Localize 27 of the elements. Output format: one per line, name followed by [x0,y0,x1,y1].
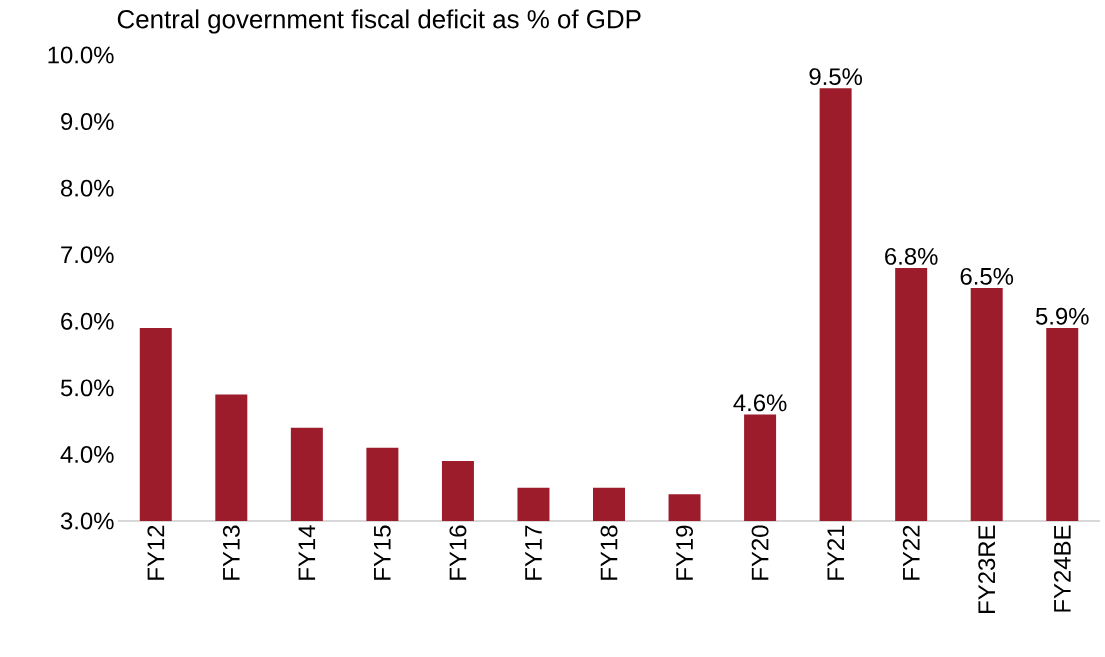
data-label: 9.5% [809,68,863,86]
x-tick-label: FY14 [298,525,316,580]
x-tick-label: FY17 [525,525,542,580]
y-tick-label: 5.0% [60,379,114,397]
x-tick-label: FY24BE [1053,525,1071,612]
x-tick-label: FY13 [222,525,240,580]
x-tick-label: FY18 [600,525,618,580]
x-tick-label: FY20 [751,525,769,580]
x-tick-label: FY12 [147,525,165,580]
y-tick-label: 4.0% [60,445,114,463]
y-tick-label: 3.0% [60,512,114,530]
data-label: 6.8% [885,247,938,265]
y-tick-label: 10.0% [48,46,114,64]
data-label: 4.6% [733,394,787,412]
x-tick-label: FY22 [902,525,920,580]
y-tick-label: 9.0% [61,113,114,131]
x-tick-label: FY23RE [978,525,996,613]
x-tick-label: FY16 [449,525,467,580]
x-tick-label: FY15 [374,525,391,580]
x-tick-label: FY21 [827,525,844,580]
y-tick-label: 7.0% [61,246,114,264]
data-label: 5.9% [1035,307,1089,325]
y-tick-label: 6.0% [61,312,114,330]
chart-title: Central government fiscal deficit as % of GDP [117,9,641,34]
data-label: 6.5% [960,267,1014,285]
x-tick-label: FY19 [676,525,694,580]
y-tick-label: 8.0% [61,179,114,197]
